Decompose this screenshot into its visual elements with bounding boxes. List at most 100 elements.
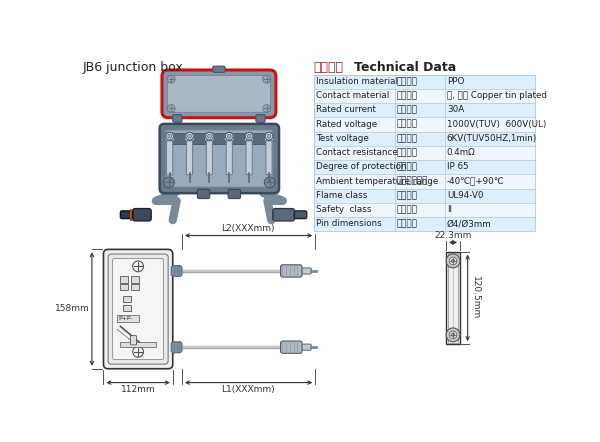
Circle shape: [449, 331, 457, 339]
Bar: [446, 251, 460, 344]
FancyBboxPatch shape: [228, 189, 241, 198]
FancyBboxPatch shape: [130, 335, 137, 345]
Text: 112mm: 112mm: [121, 385, 155, 394]
Circle shape: [451, 333, 455, 336]
Text: 额定电压: 额定电压: [397, 120, 418, 129]
Circle shape: [168, 134, 172, 138]
Circle shape: [206, 132, 213, 140]
FancyBboxPatch shape: [167, 135, 173, 175]
FancyBboxPatch shape: [166, 130, 273, 187]
Text: Rated voltage: Rated voltage: [316, 120, 377, 129]
FancyBboxPatch shape: [302, 268, 311, 274]
FancyBboxPatch shape: [185, 133, 194, 141]
Bar: [314, 103, 535, 117]
Text: Degree of protection: Degree of protection: [316, 162, 406, 171]
Bar: [314, 160, 535, 174]
Text: Contact material: Contact material: [316, 91, 389, 100]
Circle shape: [245, 132, 253, 140]
Text: Contact resistance: Contact resistance: [316, 148, 398, 157]
Circle shape: [226, 132, 233, 140]
Text: 接触电阻: 接触电阻: [397, 148, 418, 157]
Text: Safety  class: Safety class: [316, 205, 371, 214]
Text: JB6 junction box: JB6 junction box: [83, 61, 184, 74]
FancyBboxPatch shape: [165, 133, 174, 141]
FancyBboxPatch shape: [133, 209, 151, 221]
Text: Rated current: Rated current: [316, 105, 376, 114]
Circle shape: [446, 328, 460, 342]
Text: Ambient temperature range: Ambient temperature range: [316, 177, 438, 186]
Circle shape: [208, 134, 211, 138]
Bar: [118, 315, 139, 322]
FancyBboxPatch shape: [302, 344, 311, 350]
Text: 金属材料: 金属材料: [397, 91, 418, 100]
Text: II: II: [447, 205, 452, 214]
Bar: [124, 305, 131, 311]
Text: 绝缘材料: 绝缘材料: [397, 77, 418, 86]
Bar: [448, 253, 458, 343]
Bar: [131, 276, 139, 282]
Circle shape: [451, 259, 455, 263]
Text: Flame class: Flame class: [316, 191, 367, 200]
FancyBboxPatch shape: [162, 70, 276, 118]
Bar: [314, 117, 535, 132]
Circle shape: [185, 132, 193, 140]
Text: 阻燃等级: 阻燃等级: [397, 191, 418, 200]
Circle shape: [167, 105, 175, 112]
Text: 6KV(TUV50HZ,1min): 6KV(TUV50HZ,1min): [447, 134, 537, 143]
Text: 额定电流: 额定电流: [397, 105, 418, 114]
Text: PPO: PPO: [447, 77, 464, 86]
Text: 测试电压: 测试电压: [397, 134, 418, 143]
Text: Insulation material: Insulation material: [316, 77, 398, 86]
Bar: [314, 146, 535, 160]
Circle shape: [449, 257, 457, 265]
FancyBboxPatch shape: [281, 341, 302, 353]
Circle shape: [247, 134, 251, 138]
Bar: [314, 189, 535, 203]
Text: 1000V(TUV)  600V(UL): 1000V(TUV) 600V(UL): [447, 120, 546, 129]
Text: L2(XXXmm): L2(XXXmm): [221, 224, 275, 233]
Text: 158mm: 158mm: [55, 304, 89, 313]
Text: L1(XXXmm): L1(XXXmm): [221, 385, 275, 394]
Text: 防护等级: 防护等级: [397, 162, 418, 171]
FancyBboxPatch shape: [295, 211, 307, 219]
FancyBboxPatch shape: [281, 265, 302, 277]
Text: 22.3mm: 22.3mm: [434, 231, 472, 240]
FancyBboxPatch shape: [226, 135, 232, 175]
Bar: [314, 89, 535, 103]
FancyBboxPatch shape: [205, 133, 214, 141]
FancyBboxPatch shape: [273, 209, 295, 221]
Text: 安全等级: 安全等级: [397, 205, 418, 214]
Text: 技术参数: 技术参数: [314, 61, 344, 74]
Circle shape: [188, 134, 191, 138]
Bar: [314, 75, 535, 231]
FancyBboxPatch shape: [187, 135, 193, 175]
Text: 环境温度范围: 环境温度范围: [397, 177, 428, 186]
Bar: [314, 203, 535, 217]
FancyBboxPatch shape: [266, 135, 272, 175]
Bar: [131, 284, 139, 290]
Circle shape: [265, 132, 273, 140]
FancyBboxPatch shape: [265, 133, 274, 141]
Text: Test voltage: Test voltage: [316, 134, 369, 143]
FancyBboxPatch shape: [246, 135, 252, 175]
Text: 铜, 镀锡 Copper tin plated: 铜, 镀锡 Copper tin plated: [447, 91, 547, 100]
Text: P+P-: P+P-: [118, 316, 133, 320]
Circle shape: [267, 134, 271, 138]
Text: IP 65: IP 65: [447, 162, 469, 171]
Text: UL94-V0: UL94-V0: [447, 191, 484, 200]
Text: 端子尺寸: 端子尺寸: [397, 219, 418, 229]
FancyBboxPatch shape: [108, 254, 168, 364]
Text: 30A: 30A: [447, 105, 464, 114]
Bar: [121, 342, 156, 347]
Bar: [130, 209, 132, 221]
Bar: [124, 296, 131, 302]
FancyBboxPatch shape: [113, 259, 164, 359]
FancyBboxPatch shape: [171, 266, 182, 276]
Bar: [167, 133, 271, 144]
Circle shape: [164, 177, 174, 188]
Bar: [314, 132, 535, 146]
Text: Technical Data: Technical Data: [354, 61, 456, 74]
Circle shape: [166, 132, 173, 140]
Bar: [314, 174, 535, 189]
FancyBboxPatch shape: [160, 124, 279, 193]
